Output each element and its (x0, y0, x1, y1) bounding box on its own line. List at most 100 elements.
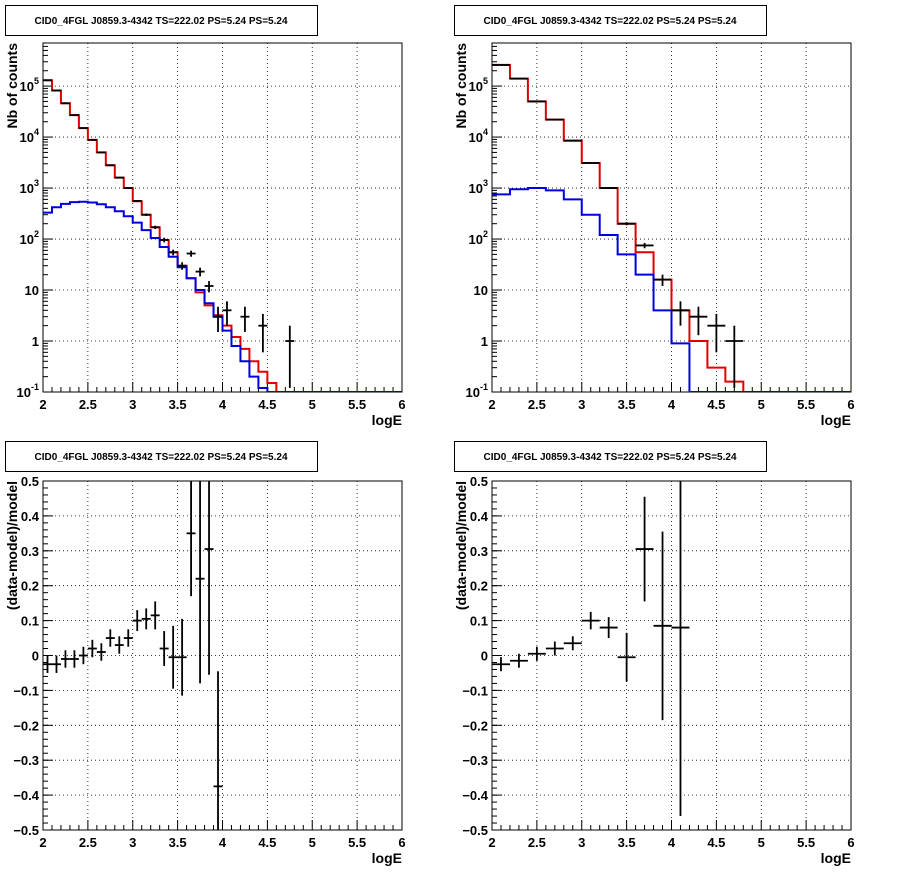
residual-point (617, 632, 636, 682)
residual-point (635, 496, 654, 602)
y-tick-exponent: -1 (480, 382, 488, 392)
chart-title-box (5, 441, 318, 472)
y-axis-ticks (43, 45, 53, 393)
residual-point (105, 629, 115, 647)
y-axis-ticks (492, 45, 502, 393)
chart-title: CID0_4FGL J0859.3-4342 TS=222.02 PS=5.24… (483, 16, 736, 27)
y-tick-label: 0 (32, 649, 39, 664)
y-tick-exponent: 3 (34, 178, 39, 188)
y-tick-base: 10 (20, 79, 34, 94)
data-point (159, 237, 169, 243)
x-tick-label: 4.5 (258, 835, 276, 850)
data-point (132, 199, 142, 202)
data-point (96, 151, 106, 154)
y-tick-base: 10 (469, 232, 483, 247)
data-point (150, 225, 160, 230)
chart-panel-4: CID0_4FGL J0859.3-4342 TS=222.02 PS=5.24… (453, 441, 855, 866)
chart-title-box (5, 5, 318, 36)
y-tick-label: −0.5 (462, 823, 488, 838)
residual-point (87, 639, 97, 658)
y-tick-label: 0.2 (21, 579, 39, 594)
x-tick-label: 4 (668, 397, 676, 412)
residual-point (213, 671, 223, 830)
residual-point (78, 646, 88, 665)
chart-title-box (454, 441, 767, 472)
y-tick-label: 0.2 (470, 579, 488, 594)
y-tick-label: −0.2 (462, 718, 488, 733)
y-tick-label: 102 (469, 229, 488, 247)
residual-point (195, 481, 205, 684)
y-tick-exponent: 2 (34, 229, 39, 239)
y-tick-base: 10 (469, 130, 483, 145)
chart-title-box (454, 5, 767, 36)
data-point (195, 267, 205, 277)
y-tick-label: 104 (20, 127, 39, 145)
data-point (725, 325, 744, 388)
y-axis-ticks (43, 480, 53, 831)
x-axis-label: logE (821, 412, 851, 428)
x-tick-label: 4 (668, 835, 676, 850)
y-tick-base: 10 (466, 385, 480, 400)
plot-area (43, 481, 223, 830)
y-tick-label: 0.5 (21, 474, 39, 489)
residual-point (159, 631, 169, 666)
y-tick-base: 10 (20, 181, 34, 196)
y-tick-exponent: 5 (483, 76, 488, 86)
plot-area (492, 481, 690, 817)
residual-point (43, 655, 52, 673)
y-tick-base: 10 (20, 232, 34, 247)
x-tick-label: 2.5 (79, 835, 97, 850)
y-tick-base: 10 (20, 130, 34, 145)
y-tick-base: 10 (17, 385, 31, 400)
data-point (87, 139, 97, 141)
y-axis-label: Nb of counts (453, 43, 469, 129)
residual-point (150, 601, 160, 630)
y-tick-label: 103 (20, 178, 39, 196)
x-tick-label: 6 (398, 835, 405, 850)
chart-panel-2: CID0_4FGL J0859.3-4342 TS=222.02 PS=5.24… (453, 5, 855, 428)
y-axis-label: Nb of counts (4, 43, 20, 129)
y-tick-label: 0.4 (470, 509, 489, 524)
data-point (168, 249, 178, 256)
y-tick-label: 0.3 (21, 544, 39, 559)
x-tick-label: 2 (488, 835, 495, 850)
data-point (258, 313, 268, 353)
y-tick-exponent: 5 (34, 76, 39, 86)
y-tick-label: 0.4 (21, 509, 40, 524)
y-tick-label: 0.3 (470, 544, 488, 559)
residual-point (509, 653, 528, 668)
x-tick-label: 4 (219, 835, 227, 850)
x-tick-label: 4.5 (707, 835, 725, 850)
residual-point (563, 636, 582, 651)
residual-point (123, 629, 133, 647)
y-axis-ticks (492, 480, 502, 831)
plot-area (492, 63, 851, 392)
grid (43, 43, 402, 392)
x-tick-label: 2 (39, 835, 46, 850)
x-tick-label: 5 (758, 397, 765, 412)
x-tick-label: 6 (398, 397, 405, 412)
x-tick-label: 4 (219, 397, 227, 412)
grid (43, 481, 402, 830)
x-tick-label: 6 (847, 397, 854, 412)
y-tick-label: 10-1 (466, 382, 488, 400)
residual-point (599, 617, 618, 639)
residual-point (671, 481, 690, 817)
y-tick-label: 1 (481, 334, 488, 349)
x-axis-label: logE (821, 850, 851, 866)
y-tick-label: 105 (20, 76, 39, 94)
x-tick-label: 5.5 (797, 397, 815, 412)
chart-panel-3: CID0_4FGL J0859.3-4342 TS=222.02 PS=5.24… (4, 441, 406, 866)
x-tick-label: 2 (488, 397, 495, 412)
residual-point (204, 481, 214, 675)
data-point (707, 313, 726, 353)
residual-point (69, 650, 79, 668)
x-tick-label: 5 (309, 397, 316, 412)
y-tick-exponent: 4 (483, 127, 488, 137)
residual-point (492, 657, 510, 672)
data-point (177, 262, 187, 270)
x-tick-label: 2.5 (528, 397, 546, 412)
residual-point (51, 655, 61, 673)
chart-title: CID0_4FGL J0859.3-4342 TS=222.02 PS=5.24… (34, 452, 287, 463)
x-tick-label: 5 (309, 835, 316, 850)
